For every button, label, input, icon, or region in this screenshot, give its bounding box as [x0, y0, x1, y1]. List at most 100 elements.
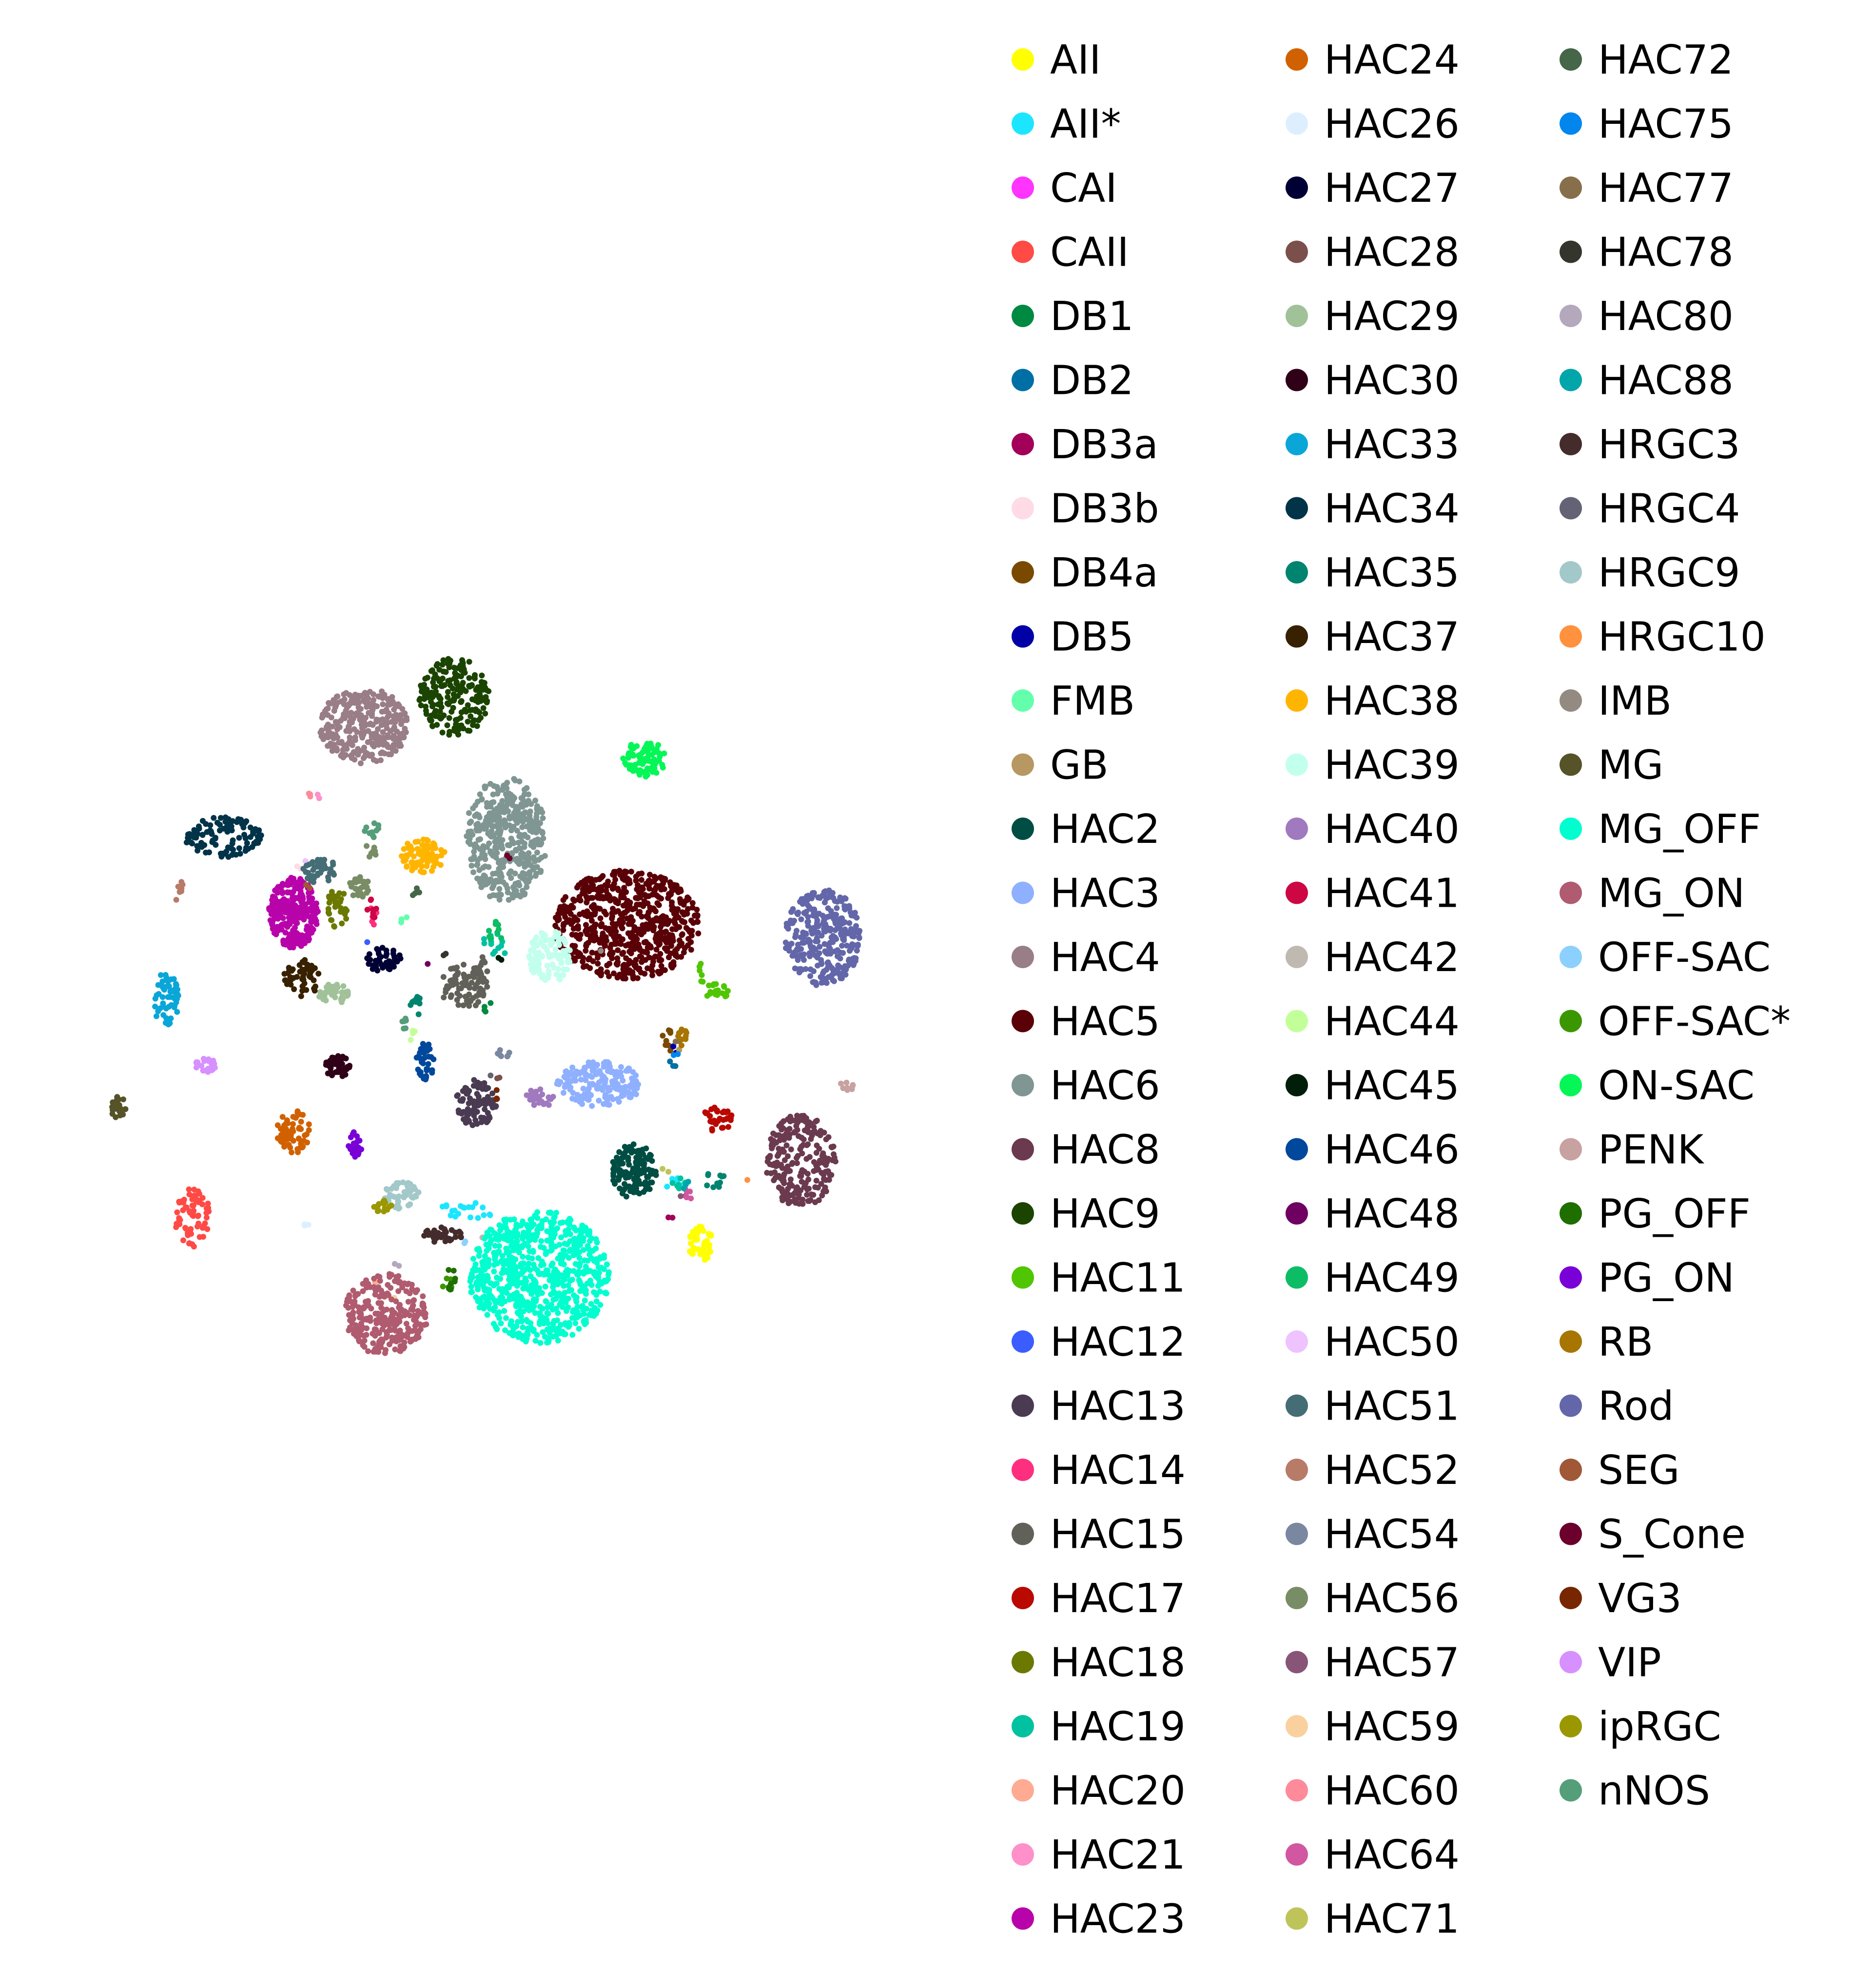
scatter-point [695, 930, 702, 936]
scatter-point [325, 712, 331, 718]
scatter-point [567, 1278, 573, 1284]
scatter-point [368, 1306, 374, 1312]
scatter-point [481, 881, 488, 887]
scatter-point [531, 1303, 537, 1309]
scatter-point [542, 853, 548, 859]
scatter-point [492, 1254, 498, 1261]
scatter-point [461, 666, 467, 672]
scatter-point [615, 887, 622, 893]
scatter-point [432, 845, 438, 851]
scatter-point [566, 1324, 572, 1330]
scatter-point [635, 1081, 641, 1088]
scatter-point [536, 1285, 542, 1291]
scatter-point [524, 862, 529, 868]
scatter-point [288, 981, 294, 988]
scatter-point [575, 935, 582, 941]
scatter-point [521, 891, 527, 897]
scatter-point [585, 1096, 591, 1103]
scatter-point [494, 1274, 500, 1281]
scatter-point [609, 1081, 616, 1088]
scatter-point [510, 823, 517, 830]
scatter-point [651, 887, 657, 894]
scatter-point [543, 1267, 549, 1273]
scatter-point [445, 678, 451, 684]
scatter-point [354, 1133, 360, 1139]
scatter-point [623, 761, 629, 768]
scatter-point [484, 968, 490, 975]
scatter-point [225, 854, 232, 860]
scatter-point [457, 1097, 464, 1104]
scatter-point [430, 840, 436, 846]
scatter-point [379, 945, 386, 951]
scatter-point [355, 1151, 361, 1158]
scatter-point [704, 993, 710, 999]
scatter-point [163, 1015, 169, 1021]
scatter-point [645, 909, 652, 916]
scatter-point [827, 1171, 833, 1178]
scatter-point [339, 989, 345, 995]
scatter-point [331, 991, 337, 997]
scatter-point [358, 1327, 365, 1333]
scatter-point [601, 1064, 607, 1070]
scatter-point [580, 1238, 586, 1244]
scatter-point [471, 985, 478, 992]
scatter-point [286, 966, 293, 972]
scatter-point [813, 1150, 819, 1156]
scatter-point [459, 683, 465, 689]
scatter-point [176, 1199, 182, 1206]
scatter-point [484, 1286, 489, 1292]
scatter-point [519, 1244, 525, 1250]
scatter-point [572, 957, 578, 964]
scatter-point [639, 755, 645, 761]
scatter-point [605, 882, 611, 889]
scatter-point [308, 925, 314, 931]
scatter-point [476, 967, 483, 973]
scatter-point [371, 697, 377, 703]
scatter-point [484, 804, 490, 810]
scatter-point [330, 859, 336, 866]
scatter-point [361, 1337, 368, 1344]
scatter-point [358, 878, 364, 884]
scatter-point [378, 954, 384, 960]
scatter-point [553, 971, 560, 977]
scatter-point [389, 1296, 395, 1303]
scatter-point [173, 1224, 179, 1230]
scatter-point [222, 814, 229, 820]
scatter-point [328, 917, 334, 923]
scatter-point [443, 951, 449, 957]
scatter-point [299, 983, 306, 990]
scatter-point [276, 884, 282, 890]
scatter-point [663, 1042, 670, 1048]
scatter-point [679, 940, 685, 947]
scatter-point [439, 675, 446, 682]
scatter-point [500, 1235, 507, 1242]
scatter-point [573, 1251, 580, 1257]
scatter-point [482, 1106, 488, 1112]
scatter-point [446, 1267, 452, 1273]
scatter-point [290, 1138, 296, 1144]
scatter-point [478, 715, 484, 721]
scatter-point [373, 959, 379, 966]
scatter-point [548, 1291, 554, 1298]
scatter-point [462, 1238, 468, 1245]
scatter-point [334, 726, 340, 732]
series-HAC54 [495, 1047, 512, 1059]
scatter-point [287, 1145, 293, 1151]
scatter-point [769, 1162, 776, 1168]
scatter-point [708, 990, 715, 996]
scatter-point [321, 861, 327, 868]
scatter-point [328, 1065, 334, 1072]
scatter-point [281, 896, 287, 902]
scatter-point [637, 1149, 643, 1155]
scatter-point [648, 1152, 654, 1159]
scatter-point [410, 1030, 416, 1036]
scatter-point [611, 1163, 618, 1169]
scatter-point [558, 1299, 565, 1305]
scatter-point [551, 1219, 557, 1225]
scatter-point [178, 888, 185, 895]
scatter-point [274, 915, 280, 921]
scatter-point [480, 705, 487, 711]
series-OFF-SAC [461, 1238, 468, 1247]
scatter-point [393, 1338, 399, 1345]
scatter-point [466, 1204, 472, 1210]
